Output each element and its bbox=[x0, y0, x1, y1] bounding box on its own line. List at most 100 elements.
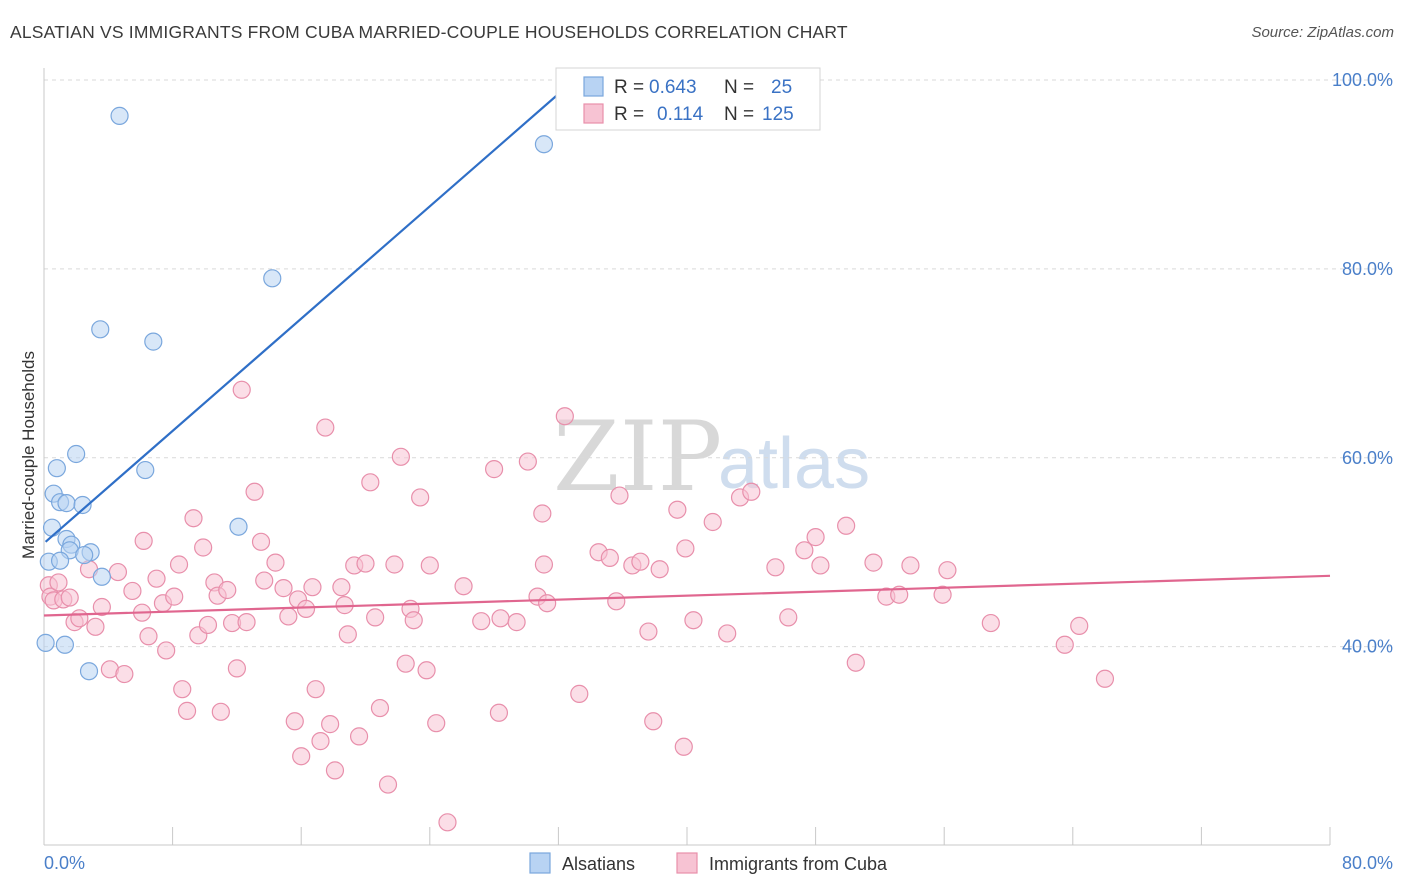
point-alsatians-20 bbox=[50, 551, 70, 570]
point-immigrants-from-cuba-68 bbox=[411, 488, 430, 507]
legend-n-value-2: 125 bbox=[762, 104, 794, 125]
point-immigrants-from-cuba-61 bbox=[370, 698, 390, 718]
x-ticks bbox=[43, 827, 1331, 845]
point-immigrants-from-cuba-77 bbox=[491, 609, 510, 628]
point-immigrants-from-cuba-23 bbox=[173, 680, 192, 699]
y-tick-label-60: 60.0% bbox=[1342, 448, 1393, 468]
point-immigrants-from-cuba-51 bbox=[321, 715, 340, 734]
point-immigrants-from-cuba-70 bbox=[420, 556, 439, 575]
point-immigrants-from-cuba-110 bbox=[864, 553, 883, 572]
series-immigrants-from-cuba bbox=[39, 380, 1115, 832]
point-immigrants-from-cuba-71 bbox=[427, 714, 446, 733]
y-tick-label-80: 80.0% bbox=[1342, 259, 1393, 279]
point-immigrants-from-cuba-76 bbox=[489, 703, 509, 722]
legend-r-value-2: 0.114 bbox=[657, 104, 704, 125]
point-immigrants-from-cuba-93 bbox=[644, 712, 663, 731]
point-immigrants-from-cuba-84 bbox=[555, 407, 574, 426]
point-immigrants-from-cuba-108 bbox=[837, 516, 856, 535]
point-immigrants-from-cuba-50 bbox=[316, 418, 335, 437]
source-note: Source: ZipAtlas.com bbox=[1251, 24, 1394, 41]
point-immigrants-from-cuba-109 bbox=[846, 653, 865, 672]
point-immigrants-from-cuba-94 bbox=[650, 560, 669, 579]
legend-swatch-alsatians bbox=[583, 76, 604, 97]
point-immigrants-from-cuba-41 bbox=[274, 579, 293, 598]
point-immigrants-from-cuba-74 bbox=[472, 612, 491, 631]
y-tick-label-40: 40.0% bbox=[1342, 637, 1393, 657]
point-immigrants-from-cuba-39 bbox=[255, 571, 274, 590]
point-immigrants-from-cuba-98 bbox=[684, 611, 703, 630]
point-immigrants-from-cuba-38 bbox=[251, 532, 271, 551]
point-immigrants-from-cuba-87 bbox=[600, 548, 619, 567]
legend-n-label-1: N = bbox=[724, 77, 754, 98]
point-immigrants-from-cuba-65 bbox=[396, 654, 415, 673]
gridlines bbox=[44, 79, 1393, 648]
trend-line-alsatians bbox=[44, 79, 576, 543]
bottom-legend-swatch-alsatians bbox=[529, 852, 551, 874]
point-immigrants-from-cuba-34 bbox=[227, 659, 246, 678]
point-immigrants-from-cuba-59 bbox=[361, 473, 380, 492]
series-alsatians bbox=[36, 106, 554, 681]
point-immigrants-from-cuba-78 bbox=[507, 613, 526, 632]
y-axis-label: Married-couple Households bbox=[19, 351, 38, 559]
point-immigrants-from-cuba-28 bbox=[198, 615, 218, 635]
point-immigrants-from-cuba-40 bbox=[266, 553, 285, 572]
point-alsatians-21 bbox=[92, 567, 111, 586]
point-alsatians-23 bbox=[55, 635, 74, 654]
point-alsatians-6 bbox=[67, 444, 86, 464]
point-immigrants-from-cuba-3 bbox=[49, 573, 68, 592]
chart-title: ALSATIAN VS IMMIGRANTS FROM CUBA MARRIED… bbox=[10, 22, 848, 42]
x-tick-label-min: 0.0% bbox=[44, 853, 85, 873]
point-immigrants-from-cuba-18 bbox=[147, 569, 166, 588]
point-immigrants-from-cuba-7 bbox=[70, 609, 89, 628]
point-immigrants-from-cuba-52 bbox=[325, 761, 345, 780]
point-immigrants-from-cuba-45 bbox=[292, 747, 311, 766]
point-immigrants-from-cuba-63 bbox=[385, 555, 404, 574]
point-immigrants-from-cuba-100 bbox=[718, 624, 737, 643]
series-legend: Alsatians Immigrants from Cuba bbox=[529, 852, 888, 874]
point-immigrants-from-cuba-58 bbox=[356, 554, 375, 573]
point-immigrants-from-cuba-69 bbox=[417, 661, 436, 680]
point-immigrants-from-cuba-62 bbox=[378, 775, 398, 794]
point-immigrants-from-cuba-27 bbox=[194, 538, 213, 557]
point-immigrants-from-cuba-96 bbox=[674, 737, 693, 756]
point-immigrants-from-cuba-22 bbox=[169, 555, 189, 574]
watermark-zip: ZIP bbox=[553, 401, 722, 513]
point-alsatians-12 bbox=[42, 518, 62, 537]
point-immigrants-from-cuba-57 bbox=[349, 727, 369, 746]
point-immigrants-from-cuba-85 bbox=[570, 684, 589, 703]
point-immigrants-from-cuba-20 bbox=[157, 641, 176, 660]
point-immigrants-from-cuba-48 bbox=[306, 680, 325, 699]
legend-n-label-2: N = bbox=[724, 104, 754, 125]
point-immigrants-from-cuba-14 bbox=[123, 581, 142, 601]
point-immigrants-from-cuba-115 bbox=[938, 561, 957, 580]
point-immigrants-from-cuba-17 bbox=[139, 627, 158, 646]
point-immigrants-from-cuba-53 bbox=[332, 578, 351, 597]
point-immigrants-from-cuba-117 bbox=[1055, 635, 1074, 654]
point-immigrants-from-cuba-13 bbox=[115, 664, 134, 684]
point-immigrants-from-cuba-92 bbox=[639, 622, 658, 641]
point-alsatians-3 bbox=[91, 320, 110, 339]
point-alsatians-5 bbox=[47, 459, 66, 478]
point-immigrants-from-cuba-64 bbox=[391, 447, 410, 466]
point-immigrants-from-cuba-106 bbox=[806, 528, 825, 547]
point-immigrants-from-cuba-107 bbox=[811, 556, 830, 575]
point-alsatians-24 bbox=[79, 662, 99, 681]
point-immigrants-from-cuba-103 bbox=[766, 558, 785, 577]
point-immigrants-from-cuba-67 bbox=[404, 611, 423, 630]
point-immigrants-from-cuba-79 bbox=[518, 452, 537, 471]
point-immigrants-from-cuba-113 bbox=[901, 556, 920, 575]
point-immigrants-from-cuba-16 bbox=[134, 531, 153, 550]
point-immigrants-from-cuba-116 bbox=[981, 613, 1000, 633]
point-immigrants-from-cuba-97 bbox=[676, 539, 695, 558]
point-alsatians-4 bbox=[144, 332, 163, 351]
point-alsatians-10 bbox=[57, 494, 76, 513]
bottom-legend-label-alsatians: Alsatians bbox=[562, 854, 635, 874]
legend-r-value-1: 0.643 bbox=[649, 77, 697, 98]
point-immigrants-from-cuba-31 bbox=[211, 702, 230, 721]
point-immigrants-from-cuba-37 bbox=[245, 482, 264, 501]
point-alsatians-2 bbox=[263, 269, 282, 288]
correlation-legend: R = 0.643 N = 25 R = 0.114 N = 125 bbox=[555, 67, 821, 131]
point-alsatians-18 bbox=[75, 545, 94, 565]
trend-line-immigrants-from-cuba bbox=[43, 574, 1331, 617]
